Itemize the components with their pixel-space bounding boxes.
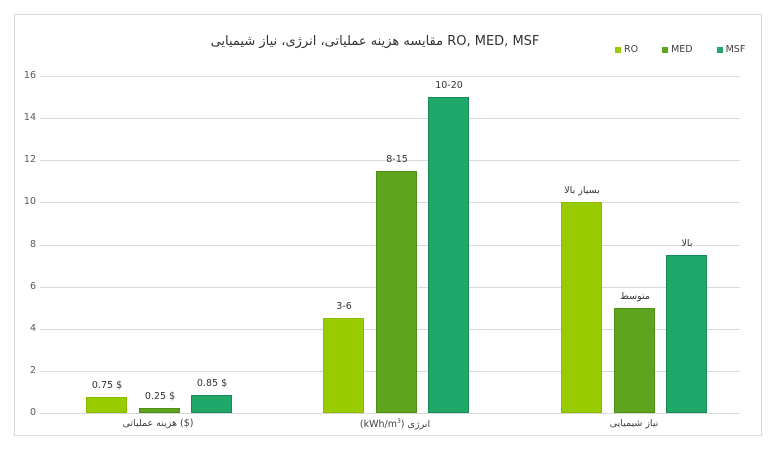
- y-tick-label: 10: [23, 196, 36, 207]
- y-tick-label: 12: [23, 154, 36, 165]
- bar-med: [139, 408, 180, 413]
- data-label: 10-20: [435, 80, 463, 91]
- category-label-operating-cost: هزینه عملیاتی ($): [122, 418, 194, 429]
- bar-med: [614, 308, 655, 413]
- legend-item-msf: MSF: [716, 44, 746, 55]
- y-tick-label: 2: [29, 365, 36, 376]
- unit-sup: 3: [396, 418, 401, 425]
- bar-msf: [191, 395, 232, 413]
- data-label: 0.85 $: [196, 378, 228, 389]
- unit-close: ): [400, 419, 405, 431]
- unit-text: (kWh/m: [359, 419, 397, 431]
- data-label: 0.75 $: [91, 380, 123, 391]
- data-label: 0.25 $: [144, 391, 176, 402]
- gridline: [40, 76, 740, 77]
- data-label: بسیار بالا: [564, 185, 600, 196]
- chart-title: مقایسه هزینه عملیاتی، انرژی، نیاز شیمیای…: [210, 34, 540, 49]
- bar-ro: [323, 318, 364, 413]
- data-label: 8-15: [386, 154, 408, 165]
- legend-label: RO: [624, 44, 639, 55]
- legend-item-ro: RO: [615, 44, 638, 55]
- category-unit: (kWh/m3): [359, 418, 405, 431]
- category-text: انرژی: [407, 419, 431, 431]
- legend-item-med: MED: [662, 44, 693, 55]
- gridline: [40, 118, 740, 119]
- data-label: بالا: [681, 238, 693, 249]
- legend-swatch-msf: [716, 46, 723, 53]
- legend-label: MED: [671, 44, 693, 55]
- bar-msf: [428, 97, 469, 413]
- data-label: 3-6: [336, 301, 352, 312]
- category-label-chemical: نیاز شیمیایی: [609, 418, 659, 429]
- bar-ro: [86, 397, 127, 413]
- bar-med: [376, 171, 417, 413]
- y-tick-label: 8: [29, 239, 36, 250]
- y-tick-label: 4: [29, 323, 36, 334]
- data-label: متوسط: [620, 291, 650, 302]
- category-label-energy: انرژی (kWh/m3): [295, 418, 495, 430]
- gridline: [40, 413, 740, 414]
- y-tick-label: 0: [29, 407, 36, 418]
- legend: RO MED MSF: [615, 44, 745, 55]
- y-tick-label: 6: [29, 281, 36, 292]
- bar-ro: [561, 202, 602, 413]
- legend-swatch-ro: [615, 46, 621, 53]
- gridline: [40, 160, 740, 161]
- y-tick-label: 16: [23, 70, 36, 81]
- legend-label: MSF: [725, 44, 746, 55]
- bar-msf: [666, 255, 707, 413]
- legend-swatch-med: [662, 46, 669, 53]
- y-tick-label: 14: [23, 112, 36, 123]
